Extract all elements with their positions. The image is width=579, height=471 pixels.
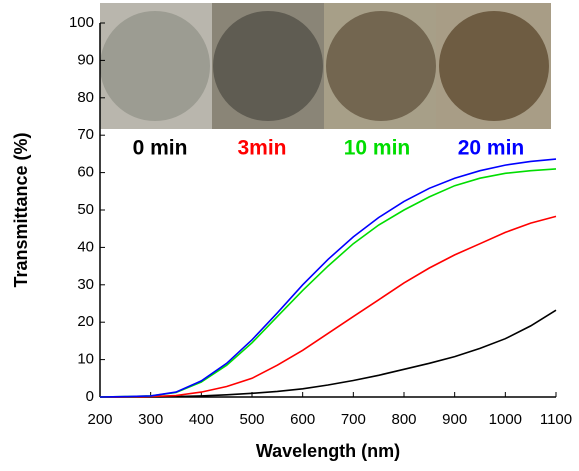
y-tick-label: 70 xyxy=(77,126,94,143)
series-line xyxy=(99,168,557,398)
series-line xyxy=(99,158,557,398)
legend-label: 10 min xyxy=(344,137,411,160)
x-tick-label: 600 xyxy=(290,411,315,428)
x-tick-label: 1000 xyxy=(489,411,522,428)
legend-label: 20 min xyxy=(458,137,525,160)
x-tick-label: 900 xyxy=(442,411,467,428)
y-tick-label: 60 xyxy=(77,164,94,181)
y-tick-label: 90 xyxy=(77,51,94,68)
y-tick-label: 100 xyxy=(69,14,94,31)
y-tick-label: 20 xyxy=(77,313,94,330)
sample-disc xyxy=(100,11,210,121)
x-tick-label: 500 xyxy=(239,411,264,428)
x-tick-label: 700 xyxy=(341,411,366,428)
y-tick-label: 10 xyxy=(77,351,94,368)
y-tick-label: 40 xyxy=(77,238,94,255)
series-line xyxy=(100,215,557,398)
x-tick-label: 400 xyxy=(189,411,214,428)
y-tick-label: 80 xyxy=(77,89,94,106)
inset-photo xyxy=(100,3,551,129)
series-line xyxy=(100,309,557,398)
x-tick-label: 1100 xyxy=(540,411,572,428)
x-tick-label: 200 xyxy=(87,411,112,428)
y-tick-label: 30 xyxy=(77,276,94,293)
y-tick-label: 50 xyxy=(77,201,94,218)
sample-disc xyxy=(439,11,549,121)
sample-disc xyxy=(326,11,436,121)
legend-label: 0 min xyxy=(133,137,188,160)
y-axis-title: Transmittance (%) xyxy=(11,132,31,287)
x-axis-title: Wavelength (nm) xyxy=(256,441,400,461)
x-tick-label: 800 xyxy=(391,411,416,428)
legend-label: 3min xyxy=(237,137,286,160)
y-tick-label: 0 xyxy=(86,388,94,405)
sample-disc xyxy=(213,11,323,121)
x-tick-label: 300 xyxy=(138,411,163,428)
